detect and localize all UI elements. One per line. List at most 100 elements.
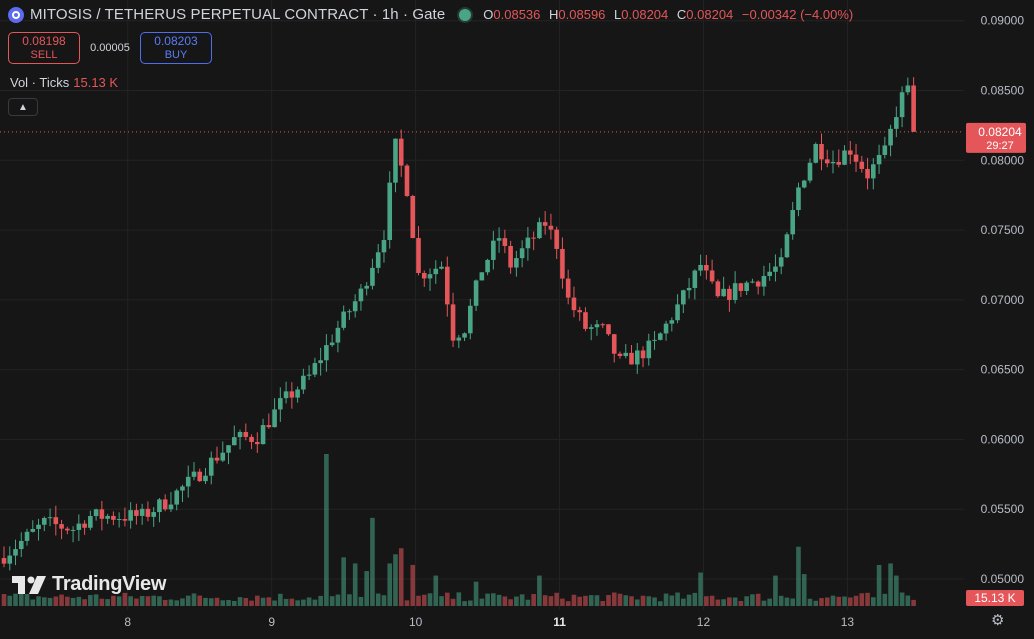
candle-body[interactable] [698,264,703,271]
candle-body[interactable] [911,85,916,132]
candle-body[interactable] [681,290,686,305]
candle-body[interactable] [151,512,156,517]
candle-body[interactable] [237,432,243,438]
candle-body[interactable] [531,237,536,239]
candle-body[interactable] [249,436,254,442]
candle-body[interactable] [450,304,456,341]
candle-body[interactable] [180,486,185,491]
buy-button[interactable]: 0.08203 BUY [140,32,212,64]
candle-body[interactable] [824,159,830,164]
candle-body[interactable] [65,528,70,531]
candle-body[interactable] [686,287,692,291]
candle-body[interactable] [352,301,358,312]
candle-body[interactable] [652,339,657,341]
candle-body[interactable] [105,515,110,519]
candle-body[interactable] [59,524,64,529]
candle-body[interactable] [629,352,634,365]
candle-body[interactable] [767,271,772,276]
candle-body[interactable] [231,437,237,446]
candle-body[interactable] [381,239,387,253]
candle-body[interactable] [324,345,329,361]
candle-body[interactable] [738,283,744,291]
candle-body[interactable] [496,238,502,241]
candle-body[interactable] [427,274,433,279]
candle-body[interactable] [560,248,565,279]
candle-body[interactable] [842,150,847,165]
candle-body[interactable] [283,391,289,399]
candle-body[interactable] [208,457,214,476]
candle-body[interactable] [220,452,226,461]
candle-body[interactable] [807,162,813,181]
candle-body[interactable] [128,510,133,521]
candle-body[interactable] [594,324,600,328]
candle-body[interactable] [657,333,663,340]
candle-body[interactable] [859,161,865,169]
candle-body[interactable] [617,353,623,357]
candle-body[interactable] [473,280,479,306]
candle-body[interactable] [502,238,508,246]
candle-body[interactable] [306,374,312,376]
candle-body[interactable] [260,425,266,445]
candle-body[interactable] [375,252,381,268]
candle-body[interactable] [571,297,577,311]
candle-body[interactable] [675,304,680,321]
candle-body[interactable] [111,515,116,520]
candle-body[interactable] [744,282,749,291]
candle-body[interactable] [778,257,784,267]
candle-body[interactable] [1,558,7,564]
candle-body[interactable] [185,476,191,487]
candle-body[interactable] [882,145,888,155]
candle-body[interactable] [226,445,231,453]
candle-body[interactable] [393,138,398,183]
tradingview-watermark[interactable]: TradingView [12,573,166,596]
candle-body[interactable] [318,360,323,364]
candle-body[interactable] [773,266,778,272]
candle-body[interactable] [704,264,709,271]
candle-body[interactable] [853,154,859,162]
candle-body[interactable] [312,363,318,375]
candle-body[interactable] [537,222,542,239]
candle-body[interactable] [93,509,99,517]
candle-body[interactable] [370,267,375,286]
candle-body[interactable] [634,350,640,365]
candle-body[interactable] [525,237,531,249]
candle-body[interactable] [456,337,462,341]
candle-body[interactable] [715,281,721,297]
candle-body[interactable] [13,549,18,556]
candle-body[interactable] [444,266,450,305]
candle-body[interactable] [801,180,807,188]
candle-body[interactable] [145,508,151,517]
candle-body[interactable] [508,245,513,268]
candle-body[interactable] [157,499,162,513]
candle-body[interactable] [871,164,876,179]
candle-body[interactable] [542,222,548,226]
candle-body[interactable] [116,518,122,520]
candle-body[interactable] [358,288,364,302]
candle-body[interactable] [272,409,277,428]
candle-body[interactable] [836,161,842,165]
candle-body[interactable] [732,283,738,300]
sell-button[interactable]: 0.08198 SELL [8,32,80,64]
candle-body[interactable] [341,311,346,328]
candle-body[interactable] [709,270,715,282]
symbol-title[interactable]: MITOSIS / TETHERUS PERPETUAL CONTRACT · … [30,6,446,23]
candle-body[interactable] [830,161,836,164]
candle-body[interactable] [894,117,899,129]
candle-body[interactable] [761,275,767,287]
candle-body[interactable] [18,540,24,550]
candle-body[interactable] [692,270,698,288]
candle-body[interactable] [485,259,490,273]
candle-body[interactable] [30,528,36,532]
candle-body[interactable] [462,333,467,338]
candle-body[interactable] [611,334,617,354]
candle-body[interactable] [387,182,393,240]
candle-body[interactable] [197,471,203,482]
candle-body[interactable] [899,92,905,118]
candle-body[interactable] [519,248,525,259]
candle-body[interactable] [548,225,554,230]
candle-body[interactable] [24,531,30,541]
candle-body[interactable] [122,518,128,521]
candle-body[interactable] [203,475,208,482]
candle-body[interactable] [888,128,893,146]
